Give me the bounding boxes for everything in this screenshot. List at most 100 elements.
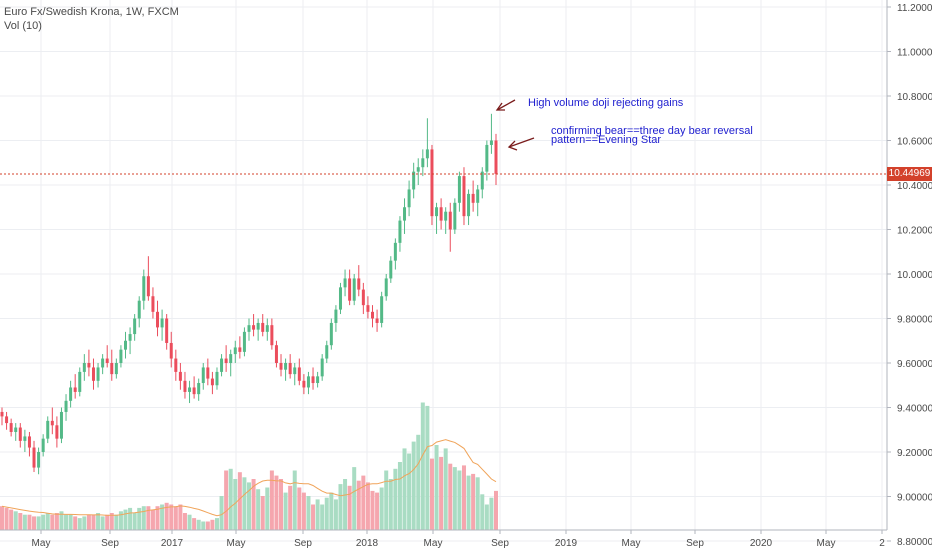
chart-grid (0, 0, 887, 542)
y-tick-label: 9.40000 (897, 404, 932, 415)
volume-bar (233, 479, 238, 530)
volume-bar (416, 434, 421, 530)
volume-bar (466, 475, 471, 530)
volume-bar (118, 511, 123, 530)
volume-bar (301, 492, 306, 530)
candle-body (311, 376, 315, 384)
volume-bar (0, 506, 4, 530)
volume-bar (288, 485, 293, 530)
time-axis[interactable]: May Sep 2017 May Sep 2018 May Sep 2019 May Sep 2020… (32, 530, 886, 549)
volume-bar (489, 497, 494, 530)
volume-bar (32, 516, 37, 530)
candle-body (192, 387, 196, 395)
candle-body (233, 347, 237, 355)
candle-body (439, 207, 443, 221)
volume-bar (18, 513, 23, 530)
volume-bar (292, 470, 297, 530)
volume-bar (160, 504, 165, 530)
volume-bar (425, 405, 430, 530)
volume-bar (237, 472, 242, 530)
candle-body (9, 423, 13, 432)
volume-bar (59, 511, 64, 530)
x-tick-label: 2020 (750, 538, 773, 549)
volume-bar (338, 484, 343, 530)
volume-bar (379, 487, 384, 530)
candle-body (142, 276, 146, 301)
volume-bar (214, 518, 219, 530)
candle-body (165, 318, 169, 343)
volume-bar (402, 448, 407, 530)
volume-bar (251, 479, 256, 530)
volume-bar (123, 509, 128, 530)
volume-bar (228, 468, 233, 530)
volume-bar (164, 502, 169, 530)
volume-bar (210, 519, 215, 530)
candle-body (256, 322, 260, 330)
candle-body (494, 140, 498, 174)
y-tick-label: 9.00000 (897, 493, 932, 504)
candle-body (114, 363, 118, 375)
candle-body (467, 193, 471, 217)
candle-body (133, 318, 137, 335)
x-tick-label: May (622, 538, 641, 549)
volume-bar (475, 477, 480, 530)
volume-bar (347, 485, 352, 530)
arrow-bear-head (507, 140, 518, 151)
volume-bar (22, 514, 27, 530)
y-tick-label: 8.80000 (897, 537, 932, 548)
y-tick-label: 10.80000 (897, 92, 932, 103)
volume-bar (315, 499, 320, 530)
last-price-label: 10.44969 (887, 166, 932, 181)
candle-body (334, 309, 338, 323)
volume-bar (452, 467, 457, 530)
candle-body (407, 189, 411, 208)
volume-bar (461, 465, 466, 530)
candle-body (64, 400, 68, 412)
candle-body (238, 347, 242, 352)
volume-bar (36, 516, 41, 530)
x-tick-label: May (424, 538, 443, 549)
volume-bar (283, 492, 288, 530)
volume-bar (114, 514, 119, 530)
volume-bar (457, 470, 462, 530)
volume-bar (397, 462, 402, 530)
x-tick-label: Sep (294, 538, 312, 549)
candle-body (220, 358, 224, 372)
x-tick-label: Sep (491, 538, 509, 549)
volume-bar (375, 492, 380, 530)
candle-body (403, 207, 407, 221)
volume-bar (73, 516, 78, 530)
volume-bar (187, 514, 192, 530)
candle-body (435, 207, 439, 217)
candle-body (325, 345, 329, 359)
candle-body (270, 325, 274, 346)
volume-bar (429, 458, 434, 530)
volume-ma-line (1, 439, 497, 517)
candle-body (384, 278, 388, 297)
x-tick-label: Sep (101, 538, 119, 549)
volume-bar (128, 507, 133, 530)
candle-body (156, 311, 160, 328)
volume-bar (4, 507, 9, 530)
candle-body (151, 296, 155, 312)
volume-bar (41, 514, 46, 530)
candle-body (380, 296, 384, 323)
volume-bar (201, 521, 206, 530)
annotation-doji: High volume doji rejecting gains (528, 97, 684, 109)
volume-bar (279, 479, 284, 530)
candle-body (96, 367, 100, 381)
candle-body (416, 167, 420, 172)
x-tick-label: 2019 (555, 538, 578, 549)
volume-bar (329, 492, 334, 530)
volume-bar (247, 482, 251, 530)
price-axis[interactable]: 11.20000 11.00000 10.80000 10.60000 10.40000… (887, 3, 932, 548)
annotation-bear-line1: confirming bear==three day bear reversal (551, 125, 753, 137)
candle-body (78, 371, 82, 392)
candle-body (480, 171, 484, 190)
volume-bar (260, 496, 265, 530)
candle-body (357, 278, 361, 290)
candle-body (197, 383, 201, 395)
candle-body (201, 367, 205, 384)
y-tick-label: 10.00000 (897, 270, 932, 281)
